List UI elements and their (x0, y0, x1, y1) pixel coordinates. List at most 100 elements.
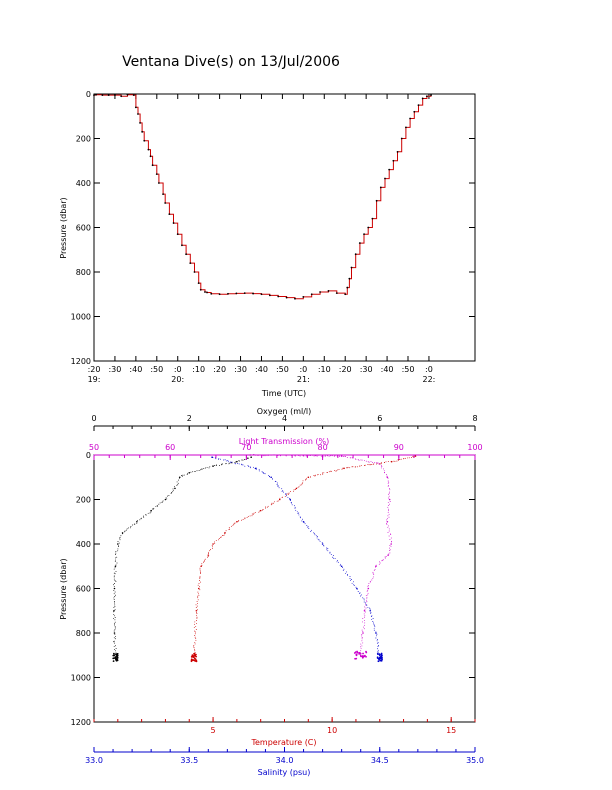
oxygen-profile-point (171, 492, 173, 493)
light-transmission-point (350, 457, 351, 459)
light-transmission-point (355, 458, 357, 460)
dive-depth-point (346, 286, 349, 289)
figure-title: Ventana Dive(s) on 13/Jul/2006 (122, 54, 340, 70)
light-transmission-point (363, 459, 365, 461)
salinity-profile-point (315, 535, 317, 537)
temperature-profile-point (287, 492, 289, 494)
light-transmission-point (257, 455, 259, 456)
oxygen-tick-label: 2 (187, 414, 192, 423)
salinity-profile-point (369, 609, 372, 612)
light-transmission-point (383, 559, 385, 561)
oxygen-profile-point (114, 583, 115, 584)
oxygen-profile-point (113, 609, 115, 612)
light-transmission-point (390, 537, 392, 539)
oxygen-profile-point (114, 627, 116, 629)
salinity-profile-point (361, 594, 363, 596)
salinity-profile-point (237, 463, 239, 464)
dive-depth-point (413, 110, 416, 113)
temperature-profile-point (198, 593, 199, 595)
salinity-profile-point (262, 472, 264, 474)
salinity-profile-point (360, 595, 362, 597)
light-transmission-point (250, 454, 252, 456)
dive-depth-point (421, 97, 424, 100)
salinity-profile-point (336, 561, 338, 563)
light-transmission-point (368, 461, 370, 463)
temperature-profile-point (225, 530, 227, 532)
light-transmission-point (354, 651, 357, 653)
oxygen-profile-point (225, 463, 227, 465)
temperature-profile-point (363, 465, 365, 466)
salinity-profile-point (263, 473, 265, 474)
salinity-profile-point (336, 560, 338, 562)
temperature-profile-point (194, 621, 196, 623)
oxygen-profile-point (114, 626, 116, 628)
light-transmission-point (387, 515, 389, 517)
temperature-profile-point (234, 522, 236, 524)
salinity-profile-point (362, 597, 364, 599)
light-transmission-point (388, 553, 390, 555)
light-transmission-point (377, 462, 379, 464)
salinity-profile-point (375, 632, 377, 634)
temperature-profile-point (371, 464, 373, 466)
temperature-profile-point (287, 494, 289, 496)
light-transmission-point (361, 640, 363, 642)
light-transmission-point (386, 475, 388, 477)
oxygen-profile-point (114, 565, 117, 568)
dive-depth-point (310, 293, 313, 296)
dive-y-tick-label: 1000 (71, 313, 91, 322)
temperature-profile-point (194, 654, 196, 657)
oxygen-profile-point (114, 633, 116, 635)
dive-depth-point (101, 94, 104, 97)
salinity-profile-point (363, 598, 365, 600)
oxygen-profile-point (136, 520, 138, 523)
light-transmission-point (388, 510, 389, 512)
light-transmission-point (360, 647, 362, 649)
light-transmission-point (331, 455, 333, 457)
temperature-profile-point (233, 523, 234, 525)
dive-x-tick-minute: :20 (213, 365, 226, 374)
light-transmission-point (278, 454, 280, 456)
temperature-profile-point (194, 641, 196, 643)
oxygen-profile-point (247, 457, 249, 459)
oxygen-profile-point (113, 587, 116, 590)
oxygen-profile-point (194, 470, 196, 472)
oxygen-profile-point (222, 463, 224, 465)
dive-depth-trace (94, 94, 432, 300)
light-transmission-point (390, 543, 392, 545)
temperature-profile-point (204, 559, 206, 561)
oxygen-profile-point (145, 514, 147, 516)
light-tick-label: 100 (467, 443, 482, 452)
temperature-profile-point (396, 460, 398, 462)
light-transmission-point (369, 581, 371, 583)
ctd-profile-chart: 0 200 400 600 800 1000 1200 0 2 4 6 8 50 60 70 80 90 100… (59, 407, 484, 777)
oxygen-profile-point (147, 512, 149, 514)
dive-depth-point (417, 104, 420, 107)
temperature-profile-point (200, 565, 202, 568)
light-transmission-point (360, 459, 362, 461)
dive-depth-point (384, 177, 386, 180)
oxygen-profile-point (238, 460, 240, 462)
temperature-profile-point (194, 623, 195, 625)
temperature-profile-point (265, 506, 267, 508)
oxygen-profile-point (165, 497, 167, 499)
light-transmission-point (367, 589, 369, 591)
oxygen-profile-point (250, 456, 252, 459)
salinity-profile-point (365, 604, 367, 606)
temperature-profile-point (335, 470, 337, 472)
oxygen-tick-label: 8 (472, 414, 477, 423)
salinity-profile-point (349, 578, 351, 580)
light-transmission-point (367, 587, 370, 590)
dive-depth-point (392, 159, 395, 162)
salinity-profile-point (363, 599, 365, 601)
light-transmission-point (389, 489, 391, 491)
salinity-profile-point (329, 552, 331, 554)
light-transmission-point (322, 455, 324, 457)
dive-depth-point (114, 94, 116, 97)
temperature-profile-point (343, 467, 345, 470)
salinity-profile-point (225, 460, 227, 462)
temperature-profile-point (200, 581, 202, 583)
temperature-profile-point (304, 479, 306, 481)
temperature-profile-point (200, 572, 202, 574)
oxygen-profile-point (115, 638, 117, 640)
light-transmission-point (388, 525, 389, 527)
